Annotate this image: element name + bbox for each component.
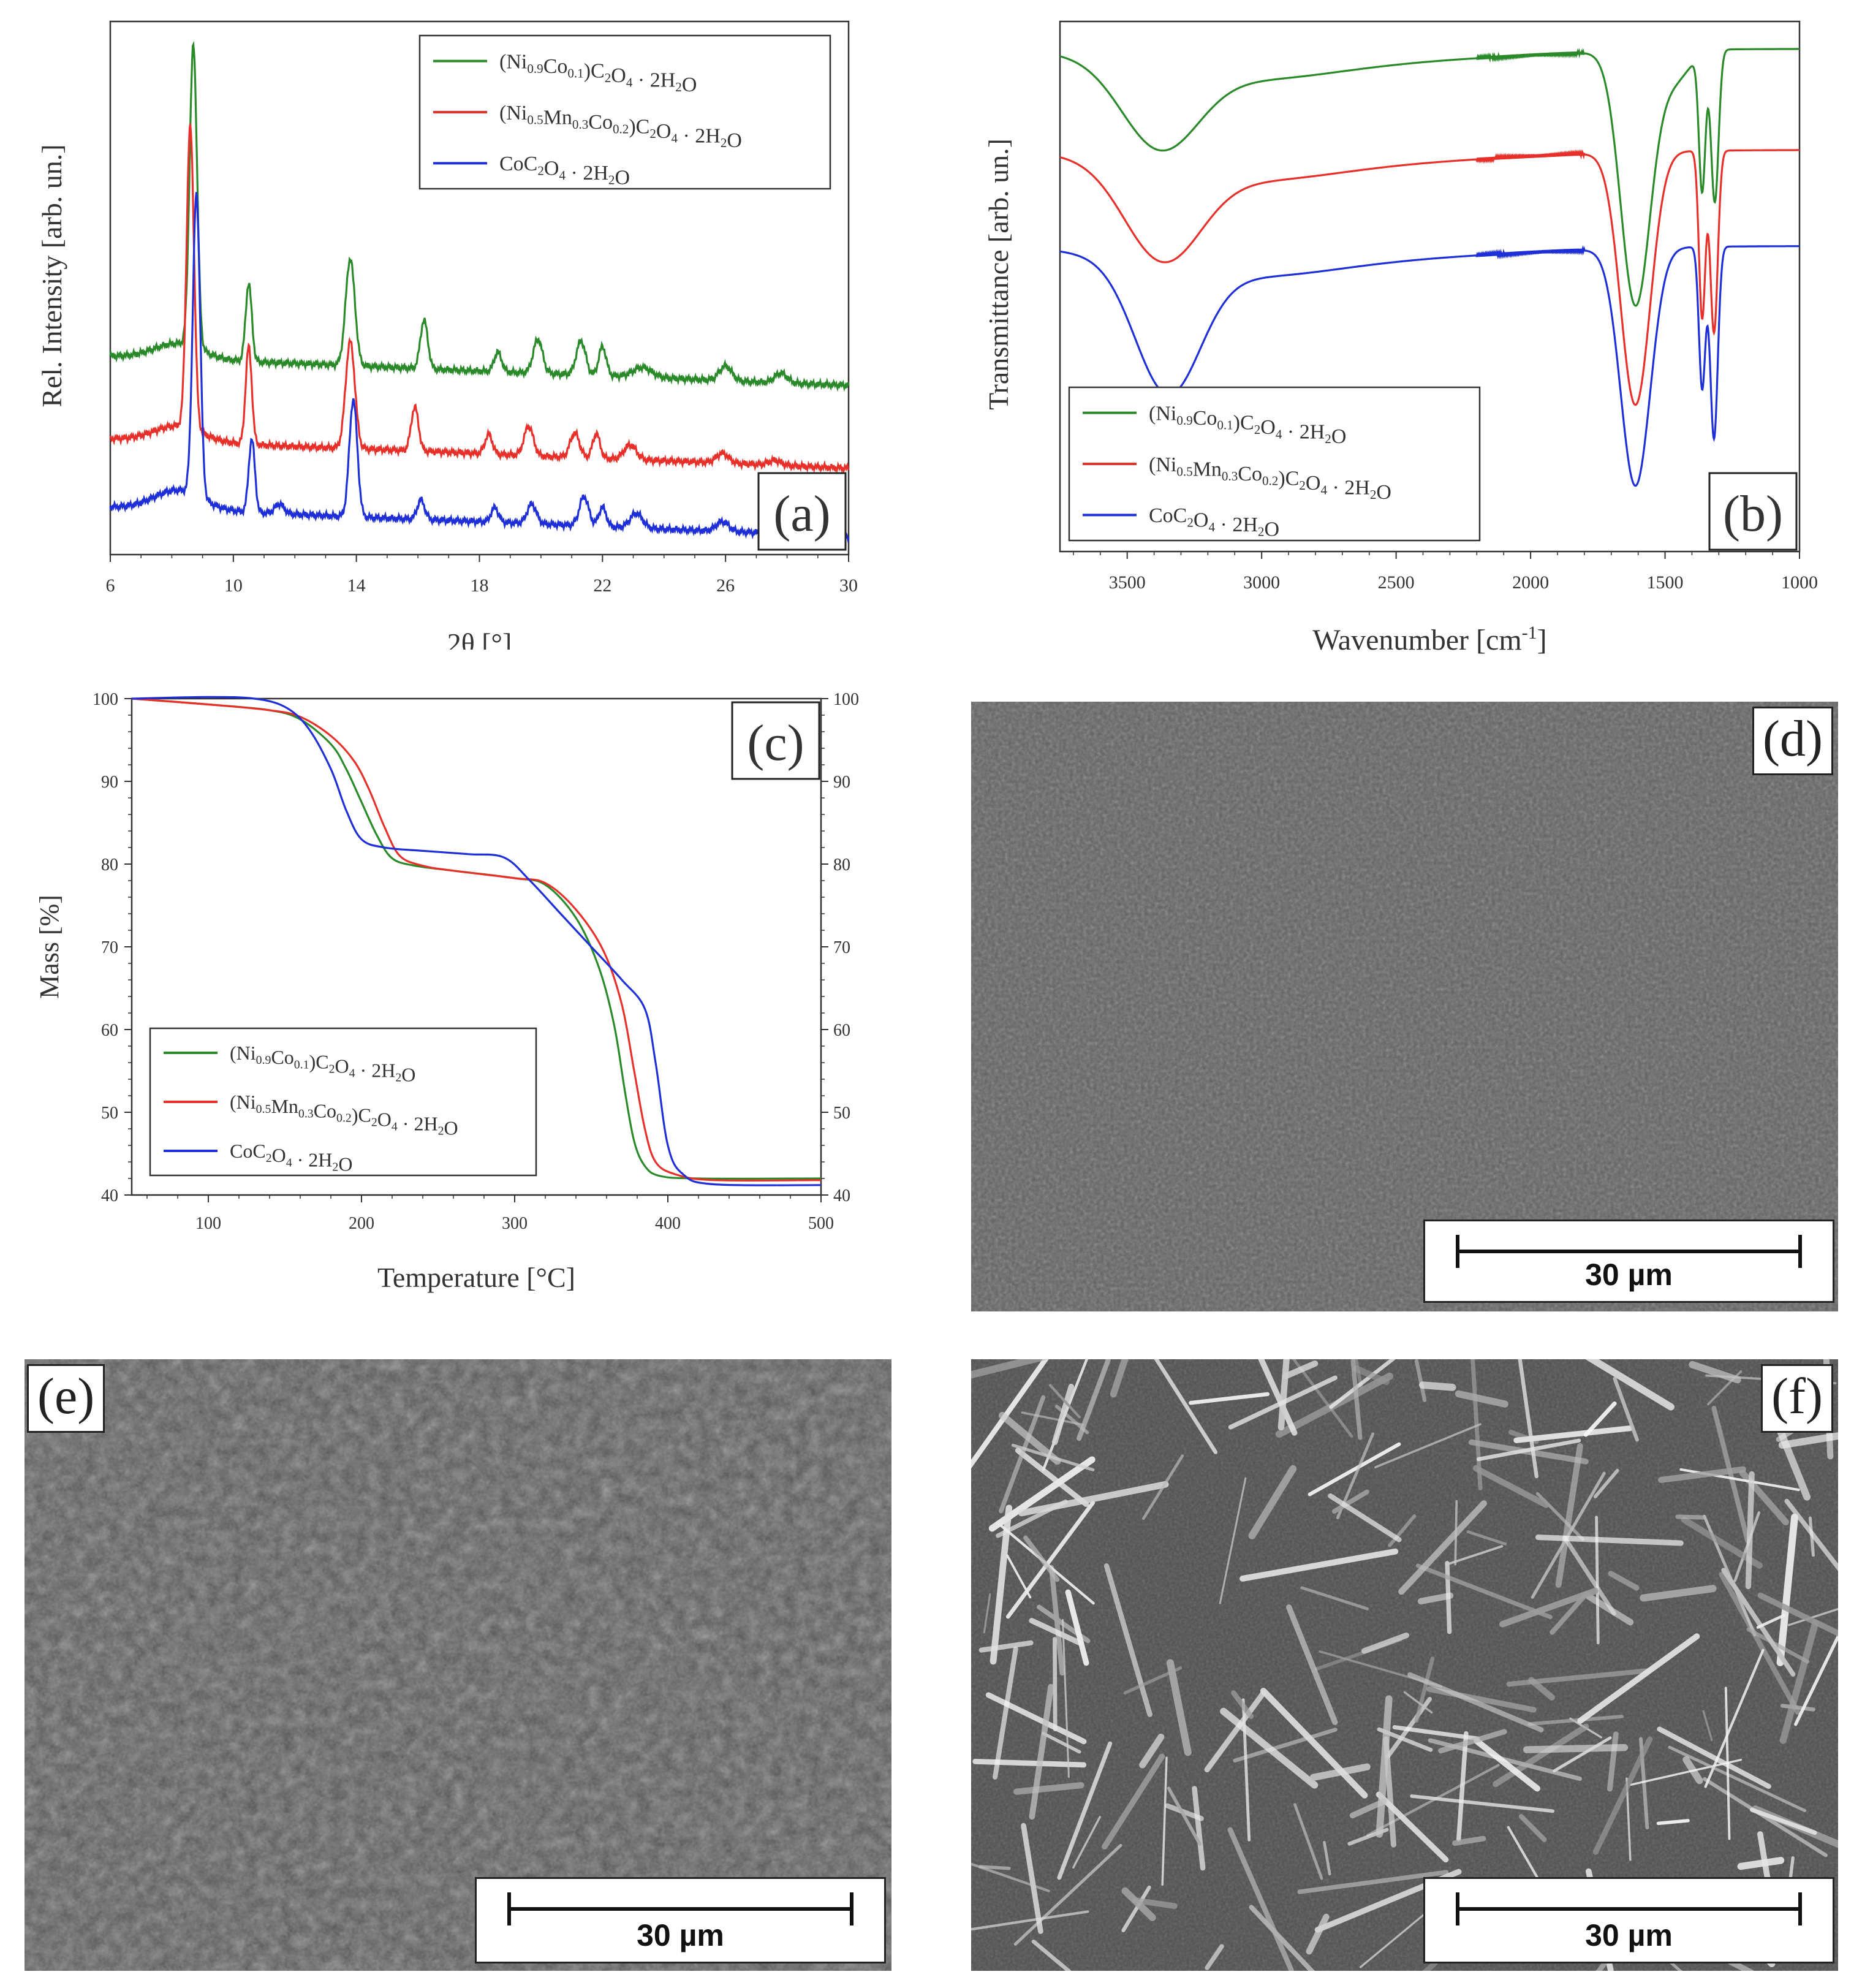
y2-tick-label: 100 <box>833 690 859 709</box>
tga-series-line <box>131 697 822 1182</box>
scale-bar-line <box>507 1892 853 1925</box>
legend-entry: CoC2O4 · 2H2O <box>499 153 630 189</box>
scale-bar-label: 30 µm <box>637 1918 724 1952</box>
scale-bar-line <box>1456 1892 1802 1925</box>
y-tick-label: 40 <box>101 1186 118 1205</box>
plot-frame <box>1059 20 1801 553</box>
x-tick-label: 400 <box>655 1214 681 1233</box>
panel-label-f: (f) <box>1761 1364 1833 1433</box>
panel-label-b: (b) <box>1708 472 1798 551</box>
legend-c: (Ni0.9Co0.1)C2O4 · 2H2O (Ni0.5Mn0.3Co0.2)… <box>149 1027 537 1177</box>
x-tick-label: 10 <box>224 575 243 596</box>
y-tick-label: 50 <box>101 1104 118 1123</box>
chart-a-xrd: 6 10 14 18 22 26 30 2θ [°] Rel. Intensity [arb. … <box>36 20 858 659</box>
tga-series-line <box>131 696 822 1186</box>
panel-label-c: (c) <box>731 701 820 780</box>
x-tick-label: 2000 <box>1512 572 1549 593</box>
legend-entry: (Ni0.9Co0.1)C2O4 · 2H2O <box>499 51 697 96</box>
panel-label-box <box>731 701 820 780</box>
sem-image-f: (f) 30 µm <box>971 1359 1838 1971</box>
sem-image-e: (e) 30 µm <box>25 1359 891 1971</box>
panel-c: 100 200 300 400 500 40 40 50 50 60 60 70 70 80 80 90 90 1… <box>0 668 944 1318</box>
x-axis-label: Wavenumber [cm-1] <box>1312 623 1546 656</box>
legend-entry: (Ni0.9Co0.1)C2O4 · 2H2O <box>1149 403 1346 448</box>
scale-bar-label: 30 µm <box>1585 1918 1673 1952</box>
x-axis-label: 2θ [°] <box>447 628 512 650</box>
panel-label-text: (c) <box>747 715 804 772</box>
panel-label-box <box>757 472 847 551</box>
x-tick-label: 26 <box>716 575 735 596</box>
x-tick-label: 1500 <box>1647 572 1684 593</box>
x-axis-label: Temperature [°C] <box>377 1262 575 1293</box>
panel-b: 3500 3000 2500 2000 1500 1000 Wavenumber [cm-1… <box>956 0 1862 668</box>
y-tick-label: 70 <box>101 938 118 957</box>
panel-label-box <box>1708 472 1798 551</box>
legend-box <box>1068 386 1481 542</box>
y-axis-label: Mass [%] <box>34 895 64 999</box>
y-axis-label: Transmittance [arb. un.] <box>983 138 1014 410</box>
y-tick-label: 100 <box>93 690 118 709</box>
legend-b: (Ni0.9Co0.1)C2O4 · 2H2O (Ni0.5Mn0.3Co0.2)… <box>1068 386 1481 542</box>
legend-entry: (Ni0.9Co0.1)C2O4 · 2H2O <box>230 1042 415 1085</box>
panel-label-text: (a) <box>773 485 830 542</box>
panel-label-d: (d) <box>1752 707 1833 775</box>
panel-a: 6 10 14 18 22 26 30 2θ [°] Rel. Intensity [arb. … <box>0 0 913 659</box>
xrd-series-line <box>109 192 850 544</box>
legend-a: (Ni0.9Co0.1)C2O4 · 2H2O (Ni0.5Mn0.3Co0.2)… <box>418 34 831 190</box>
x-tick-label: 300 <box>502 1214 528 1233</box>
x-tick-label: 22 <box>593 575 611 596</box>
legend-entry: (Ni0.5Mn0.3Co0.2)C2O4 · 2H2O <box>1149 453 1391 504</box>
legend-entry: (Ni0.5Mn0.3Co0.2)C2O4 · 2H2O <box>499 102 742 152</box>
chart-c-tga: 100 200 300 400 500 40 40 50 50 60 60 70 70 80 80 90 90 1… <box>34 690 859 1293</box>
legend-entry: CoC2O4 · 2H2O <box>1149 504 1279 541</box>
xrd-series-line <box>109 40 850 392</box>
y-tick-label: 60 <box>101 1021 118 1040</box>
scale-bar-d: 30 µm <box>1423 1220 1834 1303</box>
y-axis-label: Rel. Intensity [arb. un.] <box>36 144 67 407</box>
x-tick-label: 30 <box>839 575 858 596</box>
x-tick-label: 1000 <box>1781 572 1818 593</box>
x-tick-label: 100 <box>195 1214 221 1233</box>
panel-label-text: (b) <box>1723 485 1783 542</box>
y2-tick-label: 60 <box>833 1021 850 1040</box>
x-tick-label: 500 <box>808 1214 834 1233</box>
legend-entry: CoC2O4 · 2H2O <box>230 1140 352 1175</box>
x-tick-label: 6 <box>106 575 115 596</box>
scale-bar-line <box>1456 1235 1802 1268</box>
y2-tick-label: 90 <box>833 773 850 792</box>
y-tick-label: 90 <box>101 773 118 792</box>
x-tick-label: 14 <box>347 575 366 596</box>
scale-bar-e: 30 µm <box>475 1877 886 1963</box>
y2-tick-label: 70 <box>833 938 850 957</box>
y2-tick-label: 40 <box>833 1186 850 1205</box>
ftir-series-line <box>1059 48 1800 307</box>
xrd-series-line <box>109 123 850 474</box>
x-tick-label: 2500 <box>1378 572 1415 593</box>
y-tick-label: 80 <box>101 856 118 874</box>
x-tick-label: 3000 <box>1243 572 1280 593</box>
y2-tick-label: 50 <box>833 1104 850 1123</box>
sem-image-d: (d) 30 µm <box>971 702 1838 1311</box>
scale-bar-f: 30 µm <box>1423 1877 1834 1963</box>
x-tick-label: 18 <box>471 575 489 596</box>
legend-entry: (Ni0.5Mn0.3Co0.2)C2O4 · 2H2O <box>230 1091 458 1139</box>
legend-box <box>418 34 831 190</box>
x-tick-label: 3500 <box>1109 572 1146 593</box>
ftir-series-line <box>1059 149 1800 406</box>
ftir-series-line <box>1059 245 1800 487</box>
panel-label-a: (a) <box>757 472 847 551</box>
x-tick-label: 200 <box>349 1214 374 1233</box>
panel-label-e: (e) <box>27 1364 105 1433</box>
y2-tick-label: 80 <box>833 856 850 874</box>
chart-b-ftir: 3500 3000 2500 2000 1500 1000 Wavenumber [cm-1… <box>983 20 1818 656</box>
scale-bar-label: 30 µm <box>1585 1258 1673 1292</box>
